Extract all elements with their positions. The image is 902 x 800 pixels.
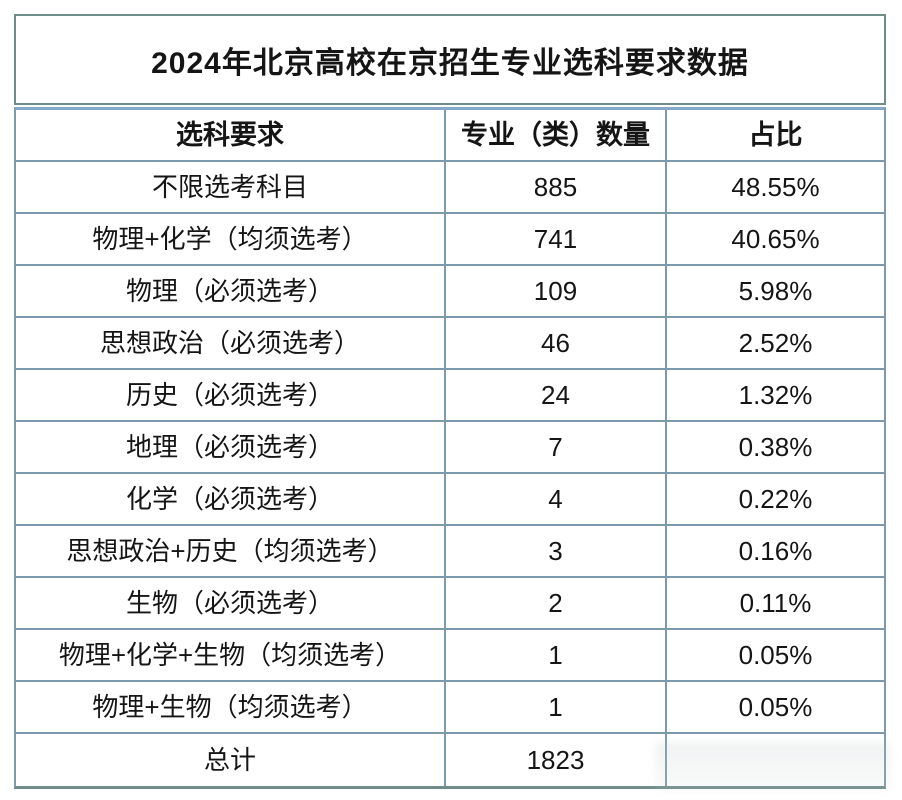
- cell-percent: 0.05%: [738, 692, 813, 722]
- table-row: 生物（必须选考） 2 0.11%: [16, 578, 884, 630]
- table-row: 物理+化学+生物（均须选考） 1 0.05%: [16, 630, 884, 682]
- cell-percent: 40.65%: [731, 224, 820, 254]
- cell-count: 109: [446, 266, 667, 316]
- cell-percent: 48.55%: [731, 172, 820, 202]
- data-table: 选科要求 专业（类）数量 占比 不限选考科目 885 48.55% 物理+化学（…: [14, 107, 886, 789]
- cell-requirement: 总计: [16, 734, 446, 786]
- table-row: 物理（必须选考） 109 5.98%: [16, 266, 884, 318]
- cell-count: 7: [446, 422, 667, 472]
- cell-count: 46: [446, 318, 667, 368]
- cell-percent: [667, 734, 884, 786]
- cell-percent: 0.38%: [738, 432, 813, 462]
- cell-count: 24: [446, 370, 667, 420]
- col-header-requirement: 选科要求: [16, 110, 446, 160]
- table-row: 不限选考科目 885 48.55%: [16, 162, 884, 214]
- cell-percent: 1.32%: [738, 380, 813, 410]
- cell-requirement: 物理+化学（均须选考）: [16, 214, 446, 264]
- table-title-box: 2024年北京高校在京招生专业选科要求数据: [14, 14, 886, 105]
- cell-count: 1: [446, 682, 667, 732]
- cell-count: 741: [446, 214, 667, 264]
- cell-count: 1: [446, 630, 667, 680]
- cell-percent: 0.16%: [738, 536, 813, 566]
- cell-percent: 2.52%: [738, 328, 813, 358]
- table-row: 思想政治+历史（均须选考） 3 0.16%: [16, 526, 884, 578]
- table-row: 思想政治（必须选考） 46 2.52%: [16, 318, 884, 370]
- cell-requirement: 思想政治（必须选考）: [16, 318, 446, 368]
- cell-count: 2: [446, 578, 667, 628]
- cell-requirement: 历史（必须选考）: [16, 370, 446, 420]
- selection-requirements-table: 2024年北京高校在京招生专业选科要求数据 选科要求 专业（类）数量 占比 不限…: [14, 14, 886, 789]
- table-row: 化学（必须选考） 4 0.22%: [16, 474, 884, 526]
- cell-count: 4: [446, 474, 667, 524]
- cell-requirement: 生物（必须选考）: [16, 578, 446, 628]
- cell-requirement: 物理（必须选考）: [16, 266, 446, 316]
- cell-requirement: 化学（必须选考）: [16, 474, 446, 524]
- cell-requirement: 物理+化学+生物（均须选考）: [16, 630, 446, 680]
- table-title: 2024年北京高校在京招生专业选科要求数据: [151, 46, 749, 80]
- header-row: 选科要求 专业（类）数量 占比: [16, 110, 884, 162]
- table-row: 地理（必须选考） 7 0.38%: [16, 422, 884, 474]
- cell-percent: 0.22%: [738, 484, 813, 514]
- cell-requirement: 不限选考科目: [16, 162, 446, 212]
- col-header-count: 专业（类）数量: [446, 110, 667, 160]
- table-row: 总计 1823: [16, 734, 884, 786]
- cell-count: 885: [446, 162, 667, 212]
- table-row: 历史（必须选考） 24 1.32%: [16, 370, 884, 422]
- table-row: 物理+化学（均须选考） 741 40.65%: [16, 214, 884, 266]
- cell-requirement: 思想政治+历史（均须选考）: [16, 526, 446, 576]
- table-row: 物理+生物（均须选考） 1 0.05%: [16, 682, 884, 734]
- cell-percent: 0.05%: [738, 640, 813, 670]
- cell-requirement: 地理（必须选考）: [16, 422, 446, 472]
- cell-count: 3: [446, 526, 667, 576]
- cell-percent: 5.98%: [738, 276, 813, 306]
- cell-count: 1823: [446, 734, 667, 786]
- cell-percent: 0.11%: [739, 588, 812, 618]
- cell-requirement: 物理+生物（均须选考）: [16, 682, 446, 732]
- col-header-percent: 占比: [748, 119, 803, 150]
